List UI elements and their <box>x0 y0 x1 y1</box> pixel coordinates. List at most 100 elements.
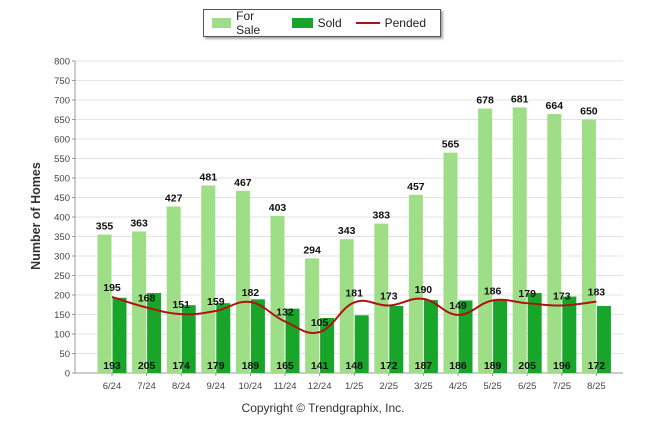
bar-sold <box>527 293 542 373</box>
data-label-for-sale: 467 <box>234 177 252 189</box>
legend-item-for-sale[interactable]: For Sale <box>212 9 278 37</box>
x-tick-label: 8/25 <box>587 381 606 392</box>
bar-sold <box>112 297 127 373</box>
data-label-pended: 173 <box>380 291 398 303</box>
data-label-sold: 174 <box>172 360 190 372</box>
x-tick-label: 12/24 <box>308 381 332 392</box>
data-label-sold: 205 <box>518 360 536 372</box>
y-tick-label: 150 <box>54 310 70 321</box>
data-label-pended: 190 <box>415 284 433 296</box>
bar-sold <box>181 305 196 373</box>
series-for-sale <box>97 107 596 373</box>
y-tick-label: 500 <box>54 174 70 185</box>
data-label-for-sale: 383 <box>373 210 391 222</box>
bar-for-sale <box>478 108 493 373</box>
bar-sold <box>596 305 611 373</box>
bar-sold <box>354 315 369 373</box>
x-tick-label: 9/24 <box>207 381 226 392</box>
bar-sold <box>216 303 231 373</box>
legend-label-pended: Pended <box>384 16 426 30</box>
y-tick-label: 550 <box>54 154 70 165</box>
data-label-pended: 168 <box>138 292 156 304</box>
data-label-pended: 195 <box>103 282 121 294</box>
y-tick-label: 800 <box>54 57 70 68</box>
legend-item-sold[interactable]: Sold <box>291 16 342 30</box>
data-label-pended: 182 <box>242 287 260 299</box>
bar-for-sale <box>235 190 250 373</box>
legend-swatch-for-sale <box>212 18 232 28</box>
x-tick-label: 6/24 <box>103 381 122 392</box>
bar-sold <box>285 308 300 373</box>
bar-sold <box>320 318 335 373</box>
data-label-for-sale: 565 <box>442 139 460 151</box>
data-label-for-sale: 678 <box>476 95 494 107</box>
data-label-for-sale: 363 <box>130 217 148 229</box>
x-tick-label: 4/25 <box>449 381 468 392</box>
data-label-pended: 186 <box>484 285 502 297</box>
x-tick-label: 1/25 <box>345 381 364 392</box>
bar-for-sale <box>581 119 596 373</box>
legend-label-for-sale: For Sale <box>236 9 261 37</box>
legend-label-sold: Sold <box>317 16 342 30</box>
copyright-footer: Copyright © Trendgraphix, Inc. <box>241 401 405 415</box>
data-label-for-sale: 481 <box>200 171 218 183</box>
series-sold <box>112 293 611 373</box>
y-tick-label: 50 <box>59 349 70 360</box>
bar-sold <box>458 300 473 373</box>
data-label-for-sale: 294 <box>303 244 321 256</box>
legend-swatch-pended <box>355 22 380 24</box>
bar-sold <box>250 299 265 373</box>
x-tick-label: 6/25 <box>518 381 537 392</box>
y-tick-label: 450 <box>54 193 70 204</box>
data-label-sold: 141 <box>311 360 329 372</box>
y-tick-label: 0 <box>65 369 70 380</box>
data-label-pended: 132 <box>276 307 294 319</box>
y-tick-label: 650 <box>54 115 70 126</box>
data-label-pended: 173 <box>553 291 571 303</box>
bar-sold <box>389 305 404 373</box>
x-tick-label: 3/25 <box>414 381 433 392</box>
bar-sold <box>493 299 508 373</box>
y-tick-label: 300 <box>54 252 70 263</box>
x-tick-label: 11/24 <box>273 381 296 392</box>
data-label-sold: 186 <box>449 360 467 372</box>
data-label-sold: 165 <box>276 360 294 372</box>
y-tick-label: 700 <box>54 96 70 107</box>
x-tick-label: 10/24 <box>239 381 263 392</box>
data-label-sold: 187 <box>415 360 433 372</box>
data-label-for-sale: 681 <box>511 93 529 105</box>
data-label-for-sale: 664 <box>546 100 564 112</box>
y-tick-label: 350 <box>54 232 70 243</box>
x-tick-label: 8/24 <box>172 381 191 392</box>
series-pended <box>111 295 597 334</box>
pended-line-path <box>111 295 597 334</box>
data-label-pended: 151 <box>172 299 190 311</box>
legend-item-pended[interactable]: Pended <box>355 16 426 30</box>
data-label-sold: 148 <box>345 360 363 372</box>
bar-for-sale <box>547 114 562 373</box>
legend: For Sale Sold Pended <box>203 9 441 37</box>
data-label-for-sale: 427 <box>165 192 183 204</box>
data-label-sold: 196 <box>553 360 571 372</box>
x-tick-label: 7/24 <box>137 381 156 392</box>
data-label-sold: 172 <box>380 360 398 372</box>
bar-for-sale <box>270 215 285 373</box>
bar-for-sale <box>408 194 423 373</box>
y-axis-title: Number of Homes <box>29 162 43 270</box>
y-tick-label: 750 <box>54 76 70 87</box>
x-tick-label: 7/25 <box>553 381 572 392</box>
data-label-for-sale: 343 <box>338 225 356 237</box>
y-tick-label: 100 <box>54 330 70 341</box>
data-label-pended: 105 <box>311 317 329 329</box>
bar-for-sale <box>374 223 389 373</box>
bar-for-sale <box>132 231 147 373</box>
bar-for-sale <box>512 107 527 373</box>
y-tick-label: 200 <box>54 291 70 302</box>
bar-for-sale <box>201 185 216 373</box>
data-label-for-sale: 355 <box>96 221 114 233</box>
data-label-sold: 189 <box>484 360 502 372</box>
legend-swatch-sold <box>291 18 313 28</box>
data-label-for-sale: 650 <box>580 106 598 118</box>
data-label-pended: 159 <box>207 296 225 308</box>
